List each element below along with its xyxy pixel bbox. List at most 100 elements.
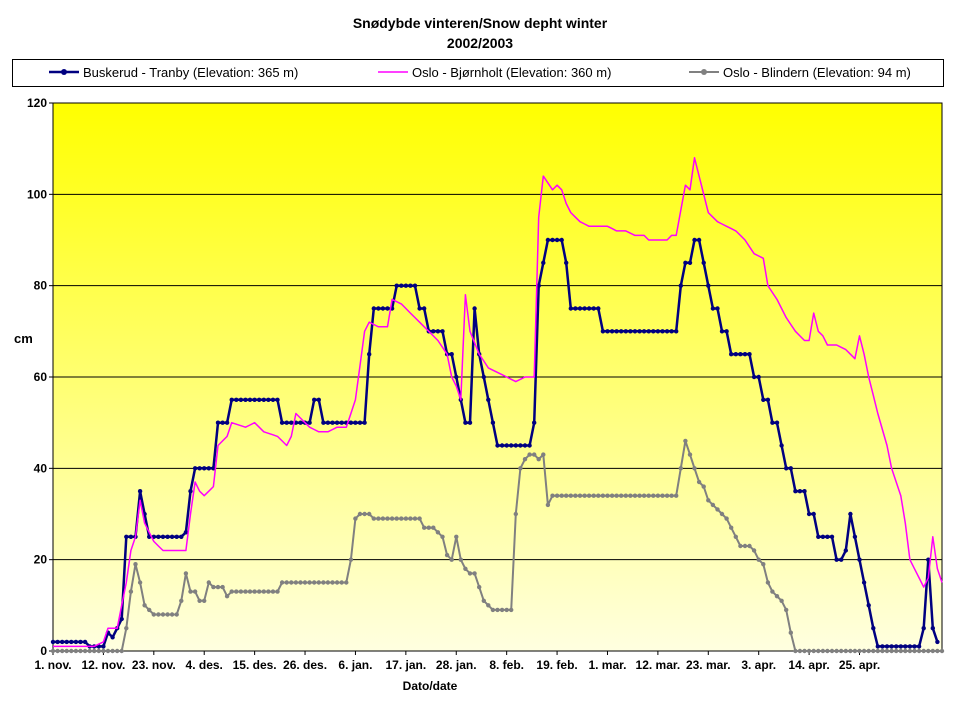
data-point-blindern xyxy=(504,607,509,613)
data-point-blindern xyxy=(408,516,413,521)
data-point-blindern xyxy=(394,516,399,521)
data-point-tranby xyxy=(692,237,697,243)
data-point-blindern xyxy=(907,648,913,654)
data-point-blindern xyxy=(275,589,280,594)
data-point-blindern xyxy=(435,530,441,535)
data-point-blindern xyxy=(128,589,134,594)
data-point-blindern xyxy=(632,493,638,498)
x-axis: 1. nov. 12. nov. 23. nov. 4. des. 15. des. 26… xyxy=(34,651,880,672)
data-point-tranby xyxy=(729,352,734,357)
data-point-tranby xyxy=(376,306,381,311)
data-point-blindern xyxy=(69,648,74,654)
data-point-tranby xyxy=(582,306,587,311)
data-point-blindern xyxy=(55,648,60,654)
data-point-blindern xyxy=(806,648,812,654)
data-point-tranby xyxy=(408,283,413,288)
data-point-blindern xyxy=(678,466,683,471)
data-point-tranby xyxy=(651,329,656,334)
data-point-blindern xyxy=(797,648,803,654)
data-point-blindern xyxy=(834,648,839,654)
data-point-blindern xyxy=(738,543,743,549)
data-point-blindern xyxy=(243,589,248,594)
data-point-blindern xyxy=(156,612,161,617)
data-point-tranby xyxy=(394,283,399,288)
legend-label-blindern: Oslo - Blindern (Elevation: 94 m) xyxy=(723,65,911,80)
data-point-tranby xyxy=(128,534,134,539)
data-point-blindern xyxy=(550,493,555,498)
data-point-tranby xyxy=(339,420,344,425)
data-point-blindern xyxy=(284,580,289,585)
data-point-blindern xyxy=(206,580,211,585)
data-point-blindern xyxy=(211,584,216,590)
data-point-tranby xyxy=(605,329,610,334)
data-point-tranby xyxy=(573,306,578,311)
data-point-blindern xyxy=(866,648,871,654)
data-point-blindern xyxy=(646,493,651,498)
data-point-blindern xyxy=(380,516,386,521)
data-point-blindern xyxy=(458,557,463,562)
data-point-tranby xyxy=(747,352,752,357)
data-point-tranby xyxy=(641,329,647,334)
data-point-blindern xyxy=(683,438,688,444)
data-point-blindern xyxy=(477,584,482,590)
data-point-tranby xyxy=(481,374,486,380)
data-point-blindern xyxy=(536,457,541,462)
data-point-blindern xyxy=(183,571,189,576)
x-axis-label: Dato/date xyxy=(402,679,458,693)
data-point-blindern xyxy=(426,525,431,530)
data-point-blindern xyxy=(802,648,807,654)
data-point-tranby xyxy=(261,397,266,402)
data-point-tranby xyxy=(422,306,427,311)
data-point-tranby xyxy=(687,260,693,265)
data-point-tranby xyxy=(399,283,404,288)
data-point-tranby xyxy=(674,329,679,334)
data-point-blindern xyxy=(101,648,106,654)
data-point-tranby xyxy=(110,635,115,640)
data-point-blindern xyxy=(197,598,202,603)
data-point-tranby xyxy=(206,466,211,471)
data-point-blindern xyxy=(619,493,624,498)
data-point-blindern xyxy=(257,589,262,594)
data-point-blindern xyxy=(719,511,725,517)
data-point-tranby xyxy=(440,329,445,334)
data-point-blindern xyxy=(825,648,830,654)
data-point-tranby xyxy=(614,329,619,334)
data-point-blindern xyxy=(174,612,179,617)
data-point-tranby xyxy=(160,534,166,539)
data-point-blindern xyxy=(770,589,775,594)
data-point-blindern xyxy=(660,493,665,498)
data-point-blindern xyxy=(403,516,409,521)
data-point-tranby xyxy=(454,374,459,380)
data-point-blindern xyxy=(261,589,266,594)
data-point-blindern xyxy=(605,493,610,498)
data-point-blindern xyxy=(362,511,367,517)
data-point-tranby xyxy=(279,420,285,425)
data-point-tranby xyxy=(270,397,276,402)
data-point-tranby xyxy=(325,420,331,425)
data-point-tranby xyxy=(825,534,830,539)
data-point-blindern xyxy=(399,516,404,521)
data-point-blindern xyxy=(325,580,331,585)
data-point-blindern xyxy=(215,584,221,590)
data-point-tranby xyxy=(82,639,88,645)
series-blindern xyxy=(50,438,945,654)
data-point-blindern xyxy=(169,612,175,617)
data-point-tranby xyxy=(733,352,738,357)
data-point-blindern xyxy=(499,607,505,613)
data-point-blindern xyxy=(765,580,771,585)
data-point-tranby xyxy=(586,306,592,311)
data-point-tranby xyxy=(866,603,871,608)
y-tick-label: 60 xyxy=(34,370,48,384)
data-point-blindern xyxy=(532,452,537,457)
data-point-blindern xyxy=(715,507,720,512)
data-point-tranby xyxy=(78,639,83,645)
data-point-blindern xyxy=(935,648,940,654)
y-tick-label: 20 xyxy=(34,553,48,567)
data-point-blindern xyxy=(188,589,193,594)
data-point-tranby xyxy=(289,420,294,425)
data-point-tranby xyxy=(192,466,198,471)
data-point-tranby xyxy=(683,260,688,265)
data-point-tranby xyxy=(820,534,826,539)
data-point-blindern xyxy=(60,648,65,654)
data-point-blindern xyxy=(224,594,230,599)
